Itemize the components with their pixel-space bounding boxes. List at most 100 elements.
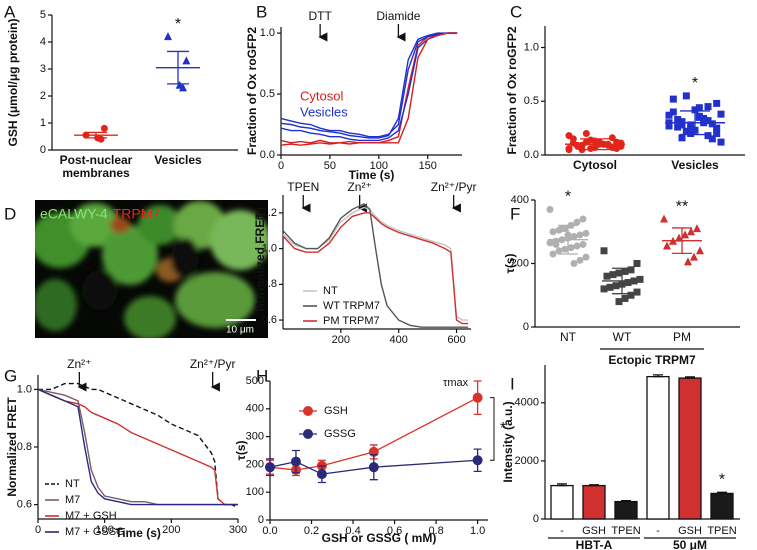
- y-tick-label: 1.0: [17, 383, 32, 395]
- data-point: [621, 267, 629, 275]
- data-point: [684, 257, 692, 266]
- y-tick-label: 4000: [515, 397, 539, 409]
- x-tick-label: 1.0: [470, 525, 485, 537]
- data-point: [265, 462, 275, 473]
- data-point: [669, 95, 677, 103]
- x-tick-label: 150: [419, 160, 437, 172]
- error-bar: [685, 376, 695, 379]
- data-point: [713, 124, 721, 132]
- y-tick-label: 0.0: [260, 149, 275, 161]
- x-tick-label: 0.2: [304, 525, 319, 537]
- error-bar: [580, 138, 610, 151]
- data-point: [182, 56, 191, 65]
- significance: *: [175, 16, 181, 33]
- bar: [710, 492, 734, 520]
- data-point: [663, 241, 671, 250]
- data-point: [558, 225, 566, 233]
- y-tick-label: 0: [523, 321, 529, 333]
- bar: [678, 377, 702, 520]
- bracket: [490, 397, 495, 461]
- data-point: [636, 275, 644, 283]
- trace: [37, 388, 238, 506]
- y-tick-label: 2000: [515, 455, 539, 467]
- group-label: Ectopic TRPM7: [608, 353, 696, 367]
- significance: **: [676, 198, 688, 215]
- data-point: [582, 130, 590, 137]
- data-point: [713, 130, 721, 137]
- data-point: [600, 285, 608, 293]
- cell: [35, 279, 77, 331]
- data-point: [561, 245, 569, 253]
- y-tick-label: 100: [246, 486, 264, 498]
- image-label: eCALWY-4: [40, 206, 108, 222]
- y-axis-label: Normalized FRET: [253, 212, 267, 312]
- data-point: [633, 260, 641, 267]
- panel-letter: G: [4, 366, 17, 385]
- legend-label: Vesicles: [300, 104, 348, 119]
- data-point: [549, 250, 557, 258]
- data-point: [695, 104, 703, 112]
- cell-gap: [171, 238, 199, 278]
- y-tick-label: 1.0: [524, 41, 539, 53]
- data-point: [555, 247, 563, 255]
- data-point: [582, 229, 590, 237]
- data-point: [665, 111, 673, 119]
- annotation: DTT: [308, 9, 332, 23]
- annotation: Diamide: [376, 9, 420, 23]
- x-category: PM: [673, 331, 691, 344]
- annotation: Zn²⁺: [67, 357, 91, 371]
- data-point: [687, 130, 695, 137]
- x-tick-label: 600: [447, 334, 465, 346]
- significance: *: [565, 189, 571, 206]
- data-point: [665, 122, 673, 130]
- data-point: [717, 110, 725, 118]
- panel-letter: A: [4, 2, 16, 21]
- x-tick-label: 100: [95, 524, 113, 536]
- data-point: [690, 252, 698, 261]
- data-point: [633, 288, 641, 296]
- y-axis-label: GSH (μmol/μg protein): [6, 18, 20, 146]
- y-tick-label: 200: [246, 458, 264, 470]
- x-tick-label: -: [656, 525, 660, 537]
- data-point: [546, 206, 554, 214]
- y-tick-label: 5: [40, 9, 46, 21]
- error-bar: [558, 224, 578, 255]
- x-axis-label: GSH or GSSG ( mM): [322, 531, 437, 545]
- error-bar: [612, 267, 632, 295]
- cell: [102, 225, 158, 285]
- data-point: [472, 455, 483, 466]
- data-point: [565, 145, 573, 153]
- data-point: [612, 282, 620, 290]
- y-tick-label: 200: [511, 257, 529, 269]
- error-bar: [85, 131, 107, 139]
- data-point: [565, 132, 573, 140]
- cell: [70, 203, 120, 247]
- cell: [175, 272, 255, 328]
- y-tick-label: 1.2: [262, 207, 277, 219]
- data-point: [570, 260, 578, 267]
- data-point: [582, 253, 590, 261]
- y-axis-label: Fraction of Ox roGFP2: [245, 27, 259, 155]
- data-point: [570, 233, 578, 241]
- data-point: [613, 145, 621, 153]
- legend-label: M7: [65, 494, 80, 506]
- data-point: [700, 114, 708, 122]
- data-point: [573, 242, 581, 250]
- data-point: [175, 80, 184, 89]
- data-point: [316, 469, 327, 480]
- legend-swatch: [303, 429, 313, 439]
- x-category: Post-nuclear membranes: [60, 154, 133, 180]
- data-point: [290, 456, 301, 467]
- significance: *: [692, 75, 698, 92]
- data-point: [472, 392, 483, 403]
- y-tick-label: 400: [511, 194, 529, 206]
- bar: [582, 484, 606, 520]
- data-point: [682, 127, 690, 135]
- y-tick-label: 500: [246, 375, 264, 387]
- legend-label: NT: [65, 478, 80, 490]
- data-point: [704, 132, 712, 140]
- x-axis-label: Time (s): [115, 526, 161, 540]
- x-tick-label: 200: [162, 524, 180, 536]
- panel-letter: C: [510, 2, 522, 21]
